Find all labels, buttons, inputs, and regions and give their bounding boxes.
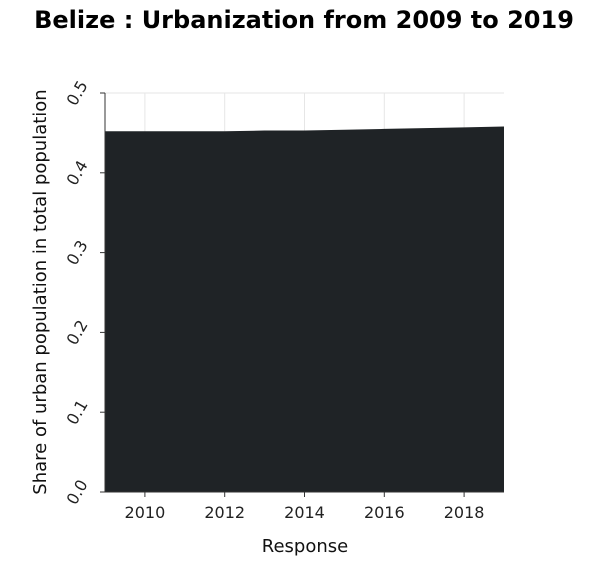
x-tick-label-3: 2016 (364, 503, 405, 522)
y-axis-ticks: 0.0 0.1 0.2 0.3 0.4 0.5 (62, 77, 105, 508)
y-tick-label-1: 0.1 (62, 396, 91, 428)
x-tick-label-1: 2012 (204, 503, 245, 522)
y-tick-label-5: 0.5 (62, 77, 91, 109)
x-tick-label-0: 2010 (125, 503, 166, 522)
y-tick-label-4: 0.4 (62, 157, 91, 189)
x-axis-ticks: 2010 2012 2014 2016 2018 (125, 492, 485, 522)
y-axis-label: Share of urban population in total popul… (30, 89, 51, 494)
y-tick-label-2: 0.2 (62, 317, 91, 349)
area-series-fill (105, 126, 504, 493)
y-tick-label-0: 0.0 (62, 476, 91, 508)
y-tick-label-3: 0.3 (62, 237, 91, 269)
x-tick-label-2: 2014 (284, 503, 325, 522)
x-axis-label: Response (262, 536, 348, 557)
chart-title: Belize : Urbanization from 2009 to 2019 (34, 6, 574, 34)
x-tick-label-4: 2018 (444, 503, 485, 522)
